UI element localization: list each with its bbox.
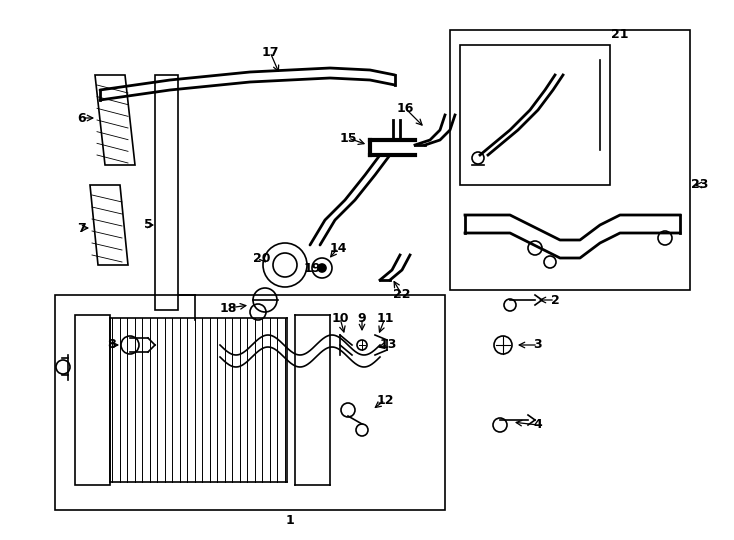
Text: 17: 17 xyxy=(261,45,279,58)
Bar xyxy=(75,315,110,485)
Text: 2: 2 xyxy=(550,294,559,307)
Text: 11: 11 xyxy=(377,312,393,325)
Polygon shape xyxy=(155,75,178,310)
Text: 20: 20 xyxy=(253,252,271,265)
Text: 15: 15 xyxy=(339,132,357,145)
Text: 1: 1 xyxy=(286,514,294,526)
Text: 21: 21 xyxy=(611,29,629,42)
Circle shape xyxy=(318,264,326,272)
Text: 13: 13 xyxy=(379,339,396,352)
Bar xyxy=(460,45,610,185)
Bar xyxy=(55,295,445,510)
Text: 4: 4 xyxy=(534,418,542,431)
Text: 23: 23 xyxy=(691,179,709,192)
Text: 10: 10 xyxy=(331,312,349,325)
Text: 16: 16 xyxy=(396,102,414,114)
Bar xyxy=(450,30,690,290)
Text: 12: 12 xyxy=(377,394,393,407)
Text: 8: 8 xyxy=(108,339,116,352)
Text: 14: 14 xyxy=(330,241,346,254)
Text: 3: 3 xyxy=(534,339,542,352)
Text: 9: 9 xyxy=(357,312,366,325)
Text: 18: 18 xyxy=(219,301,236,314)
Text: 22: 22 xyxy=(393,288,411,301)
Text: 7: 7 xyxy=(78,221,87,234)
Polygon shape xyxy=(95,75,135,165)
Text: 5: 5 xyxy=(144,219,153,232)
Text: 19: 19 xyxy=(303,261,321,274)
Polygon shape xyxy=(90,185,128,265)
Text: 6: 6 xyxy=(78,111,87,125)
